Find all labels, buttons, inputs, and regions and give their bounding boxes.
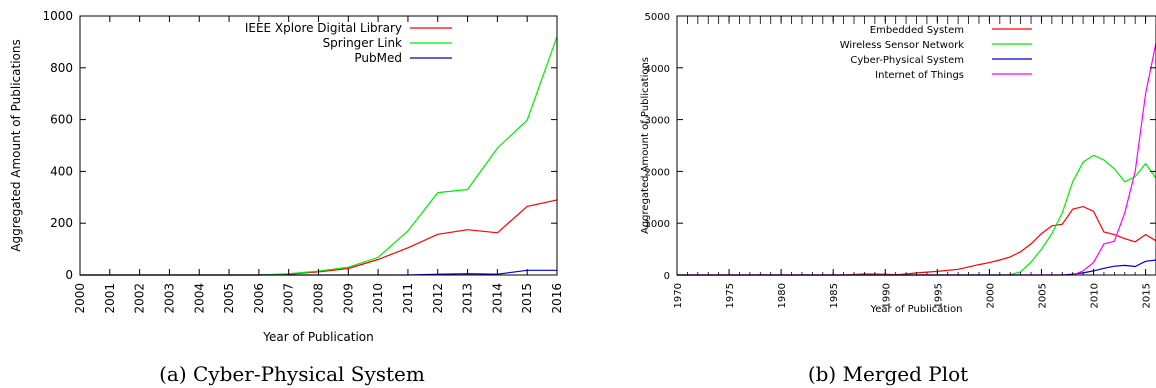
x-tick-label: 2010 xyxy=(1090,283,1101,308)
series-line-0 xyxy=(80,199,558,276)
y-tick-label: 5000 xyxy=(645,12,670,23)
chart-cyber-physical-system: 0 200 400 600 800 1000 2000 2001 2002 2003 2004 200… xyxy=(9,9,564,344)
y-tick-label: 1000 xyxy=(645,219,670,230)
legend-label-0: Embedded System xyxy=(870,25,964,36)
x-tick-label: 1995 xyxy=(933,283,944,308)
x-tick-label: 2002 xyxy=(133,283,147,314)
x-tick-label: 1980 xyxy=(777,283,788,308)
x-tick-label: 2000 xyxy=(985,283,996,308)
series-line-3 xyxy=(677,42,1156,276)
y-axis-title: Aggregated Amount of Publications xyxy=(640,57,651,234)
x-tick-label: 1975 xyxy=(725,283,736,308)
x-tick-label: 1970 xyxy=(673,283,684,308)
x-tick-label: 2011 xyxy=(401,283,415,314)
legend-label-3: Internet of Things xyxy=(875,70,964,81)
series-line-0 xyxy=(677,205,1156,276)
y-tick-label: 4000 xyxy=(645,64,670,75)
y-tick-label: 3000 xyxy=(645,116,670,127)
y-tick-label: 400 xyxy=(50,164,73,178)
x-tick-label: 2004 xyxy=(192,283,206,314)
y-tick-label: 0 xyxy=(65,268,73,282)
y-tick-label: 1000 xyxy=(42,9,73,23)
x-tick-label: 2005 xyxy=(222,283,236,314)
x-tick-label: 1985 xyxy=(829,283,840,308)
x-tick-label: 2015 xyxy=(520,283,534,314)
x-tick-label: 2008 xyxy=(312,283,326,314)
x-axis-title: Year of Publication xyxy=(262,330,373,344)
y-tick-label: 800 xyxy=(50,61,73,75)
y-tick-label: 0 xyxy=(664,271,670,282)
y-tick-label: 600 xyxy=(50,113,73,127)
x-tick-label: 2003 xyxy=(162,283,176,314)
x-tick-label: 2010 xyxy=(371,283,385,314)
legend-label-2: Cyber-Physical System xyxy=(850,55,964,66)
y-tick-label: 200 xyxy=(50,216,73,230)
x-tick-label: 2009 xyxy=(341,283,355,314)
y-tick-label: 2000 xyxy=(645,167,670,178)
x-tick-label: 2000 xyxy=(73,283,87,314)
caption-b: (b) Merged Plot xyxy=(808,362,968,386)
x-tick-label: 2015 xyxy=(1142,283,1153,308)
x-tick-label: 2006 xyxy=(252,283,266,314)
x-axis-title: Year of Publication xyxy=(869,304,962,315)
legend-label-0: IEEE Xplore Digital Library xyxy=(245,21,402,35)
x-tick-label: 2007 xyxy=(282,283,296,314)
x-tick-label: 2001 xyxy=(103,283,117,314)
x-tick-label: 2013 xyxy=(461,283,475,314)
series-line-1 xyxy=(677,154,1156,276)
x-tick-label: 2005 xyxy=(1037,283,1048,308)
plot-frame xyxy=(79,15,558,276)
y-axis-title: Aggregated Amount of Publications xyxy=(9,39,23,251)
series-line-1 xyxy=(80,36,558,276)
legend-label-2: PubMed xyxy=(354,51,402,65)
x-tick-label: 2016 xyxy=(550,283,564,314)
caption-a: (a) Cyber-Physical System xyxy=(159,362,425,386)
x-tick-label: 2012 xyxy=(431,283,445,314)
legend-label-1: Springer Link xyxy=(323,36,402,50)
chart-merged-plot: 0 1000 2000 3000 4000 5000 1970 1975 1980 1985 199… xyxy=(640,12,1156,315)
x-tick-label: 1990 xyxy=(881,283,892,308)
legend-label-1: Wireless Sensor Network xyxy=(840,40,964,51)
x-tick-label: 2014 xyxy=(490,283,504,314)
